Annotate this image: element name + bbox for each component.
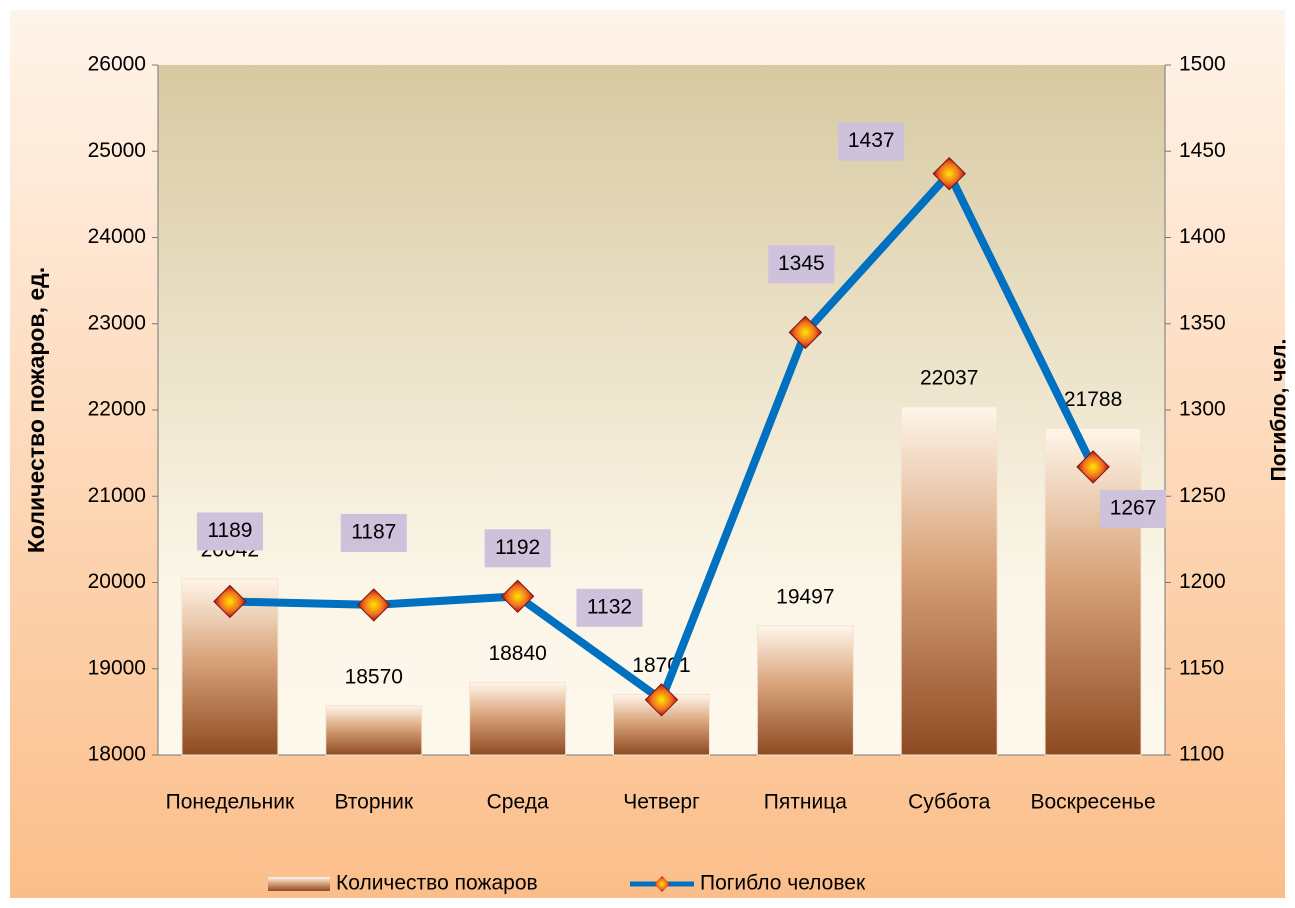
line-marker — [932, 156, 966, 191]
legend-label: Количество пожаров — [336, 872, 538, 895]
y-tick-label: 21000 — [88, 484, 146, 507]
y-tick-label: 18000 — [88, 743, 146, 766]
line-value-label: 1267 — [1110, 496, 1157, 519]
line-value-label: 1345 — [778, 252, 825, 275]
line-value-label: 1192 — [495, 536, 540, 559]
plot-area — [158, 65, 1165, 755]
line-value-label: 1187 — [351, 520, 396, 543]
y2-tick-label: 1400 — [1179, 225, 1226, 248]
y-tick-label: 20000 — [88, 570, 146, 593]
y2-tick-label: 1300 — [1179, 398, 1226, 421]
line-value-box — [1100, 489, 1167, 528]
line-marker — [1076, 450, 1110, 484]
line-marker — [213, 584, 247, 619]
y2-tick-label: 1150 — [1179, 656, 1224, 679]
y2-tick-label: 1100 — [1179, 743, 1224, 766]
line-value-label: 1437 — [848, 129, 895, 152]
y-tick-label: 22000 — [88, 398, 146, 421]
line-value-box — [838, 122, 905, 161]
bar-value-label: 19497 — [776, 585, 834, 608]
bar — [900, 406, 998, 756]
line-value-box — [576, 588, 643, 627]
y2-tick-label: 1500 — [1179, 53, 1226, 76]
y2-axis-title: Погибло, чел. — [1268, 339, 1291, 482]
y-tick-label: 19000 — [88, 656, 146, 679]
line-value-label: 1189 — [207, 519, 252, 542]
bar — [756, 625, 854, 756]
bar-value-label: 18840 — [488, 642, 546, 665]
legend-swatch-marker — [654, 876, 670, 892]
y2-tick-label: 1350 — [1179, 311, 1226, 334]
line-value-label: 1132 — [587, 595, 632, 618]
y2-tick-label: 1450 — [1179, 139, 1226, 162]
bar — [325, 705, 423, 756]
x-tick-label: Воскресенье — [1031, 791, 1156, 814]
y-tick-label: 25000 — [88, 139, 146, 162]
x-tick-label: Среда — [487, 791, 549, 814]
y-axis-title: Количество пожаров, ед. — [23, 267, 49, 553]
line-value-box — [768, 245, 835, 284]
line-marker — [788, 315, 823, 350]
x-tick-label: Пятница — [764, 791, 847, 814]
legend-label: Погибло человек — [700, 872, 866, 895]
bar — [469, 682, 567, 756]
y-tick-label: 23000 — [88, 311, 146, 334]
line-value-box — [196, 512, 263, 551]
y2-tick-label: 1250 — [1179, 484, 1226, 507]
x-tick-label: Суббота — [908, 791, 991, 814]
y-tick-label: 24000 — [88, 225, 146, 248]
legend-swatch — [268, 877, 330, 891]
line-marker — [357, 588, 391, 622]
x-tick-label: Понедельник — [166, 791, 295, 814]
line-marker — [500, 579, 535, 614]
y2-tick-label: 1200 — [1179, 570, 1226, 593]
line-marker — [644, 683, 679, 717]
x-tick-label: Четверг — [623, 791, 700, 814]
y-tick-label: 26000 — [88, 53, 146, 76]
line-value-box — [484, 529, 551, 568]
bar-value-label: 18570 — [345, 665, 403, 688]
bar-value-label: 22037 — [920, 366, 978, 389]
x-tick-label: Вторник — [334, 791, 413, 814]
bar-value-label: 21788 — [1064, 388, 1122, 411]
line-value-box — [340, 513, 407, 552]
